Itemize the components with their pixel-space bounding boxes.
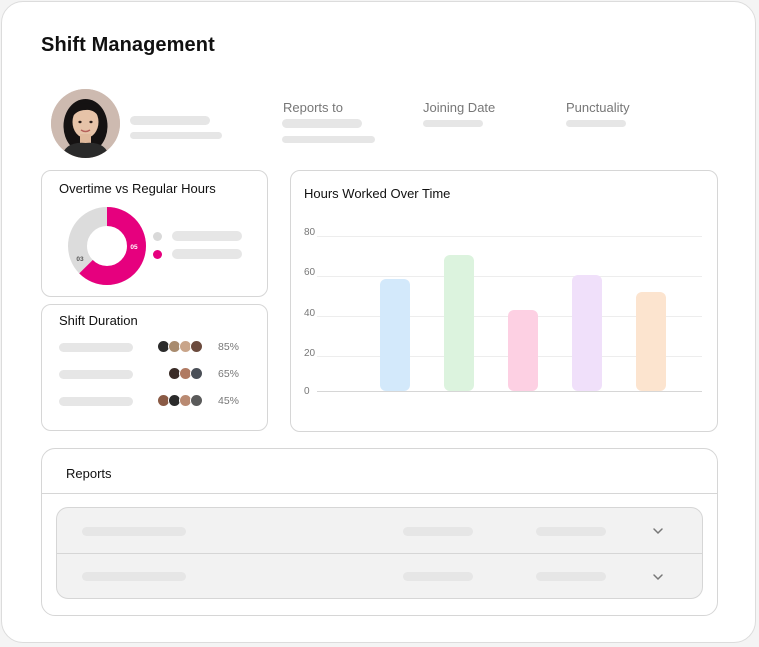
- donut-segment-overtime: [68, 207, 146, 285]
- avatar: [190, 367, 203, 380]
- chart-bar: [572, 274, 602, 391]
- legend-dot-regular: [153, 232, 162, 241]
- shift-row-label-placeholder: [59, 343, 133, 352]
- report-row-placeholder: [403, 572, 473, 581]
- reports-to-value-placeholder: [282, 119, 362, 128]
- shift-row-avatars: [157, 340, 209, 354]
- report-row-placeholder: [82, 527, 186, 536]
- reports-title: Reports: [66, 466, 112, 481]
- y-tick-label: 20: [304, 348, 316, 359]
- joining-date-value-placeholder: [423, 120, 483, 127]
- report-row-placeholder: [536, 527, 606, 536]
- y-tick-label: 60: [304, 267, 316, 278]
- punctuality-label: Punctuality: [566, 100, 630, 115]
- y-tick-label: 40: [304, 308, 316, 319]
- overtime-donut-chart: 05 03: [68, 207, 146, 285]
- report-row-placeholder: [403, 527, 473, 536]
- legend-label-placeholder-overtime: [172, 249, 242, 259]
- chevron-down-icon[interactable]: [651, 524, 665, 538]
- report-row[interactable]: [56, 553, 703, 599]
- chart-bar: [380, 278, 410, 391]
- reports-to-label: Reports to: [283, 100, 343, 115]
- donut-label-overtime: 05: [130, 244, 138, 251]
- shift-row-avatars: [157, 394, 209, 408]
- shift-duration-title: Shift Duration: [59, 313, 138, 328]
- y-tick-label: 0: [304, 386, 310, 397]
- chart-bar: [636, 292, 666, 391]
- report-row-placeholder: [536, 572, 606, 581]
- chart-bar: [508, 309, 538, 391]
- reports-to-sub-placeholder: [282, 136, 375, 143]
- avatar: [190, 340, 203, 353]
- donut-label-regular: 03: [76, 256, 84, 263]
- shift-row-label-placeholder: [59, 370, 133, 379]
- chart-bar: [444, 255, 474, 391]
- role-placeholder: [130, 132, 222, 139]
- shift-row-percent: 45%: [218, 395, 240, 407]
- gridline: [317, 276, 702, 277]
- shift-row-percent: 65%: [218, 368, 240, 380]
- name-placeholder: [130, 116, 210, 125]
- shift-duration-card: [41, 304, 268, 431]
- gridline: [317, 236, 702, 237]
- chevron-down-icon[interactable]: [651, 570, 665, 584]
- y-tick-label: 80: [304, 227, 316, 238]
- hours-chart-title: Hours Worked Over Time: [304, 186, 451, 201]
- shift-row-label-placeholder: [59, 397, 133, 406]
- report-row[interactable]: [56, 507, 703, 553]
- shift-row-percent: 85%: [218, 341, 240, 353]
- legend-label-placeholder-regular: [172, 231, 242, 241]
- reports-divider: [42, 493, 717, 494]
- page-title: Shift Management: [41, 34, 215, 56]
- overtime-card-title: Overtime vs Regular Hours: [59, 181, 216, 196]
- punctuality-value-placeholder: [566, 120, 626, 127]
- x-axis-line: [317, 391, 702, 392]
- report-row-placeholder: [82, 572, 186, 581]
- legend-dot-overtime: [153, 250, 162, 259]
- shift-row-avatars: [168, 367, 208, 381]
- avatar: [190, 394, 203, 407]
- joining-date-label: Joining Date: [423, 100, 496, 115]
- person-photo-icon: [51, 89, 120, 158]
